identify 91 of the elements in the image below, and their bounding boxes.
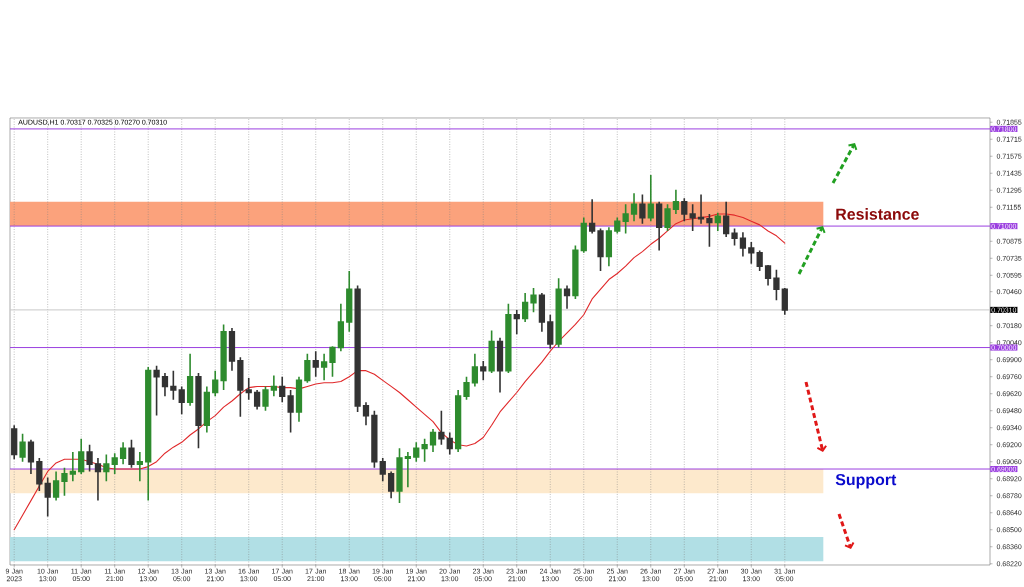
candlestick (170, 369, 177, 401)
candlestick (731, 227, 738, 247)
candlestick (589, 198, 596, 235)
candlestick (597, 227, 604, 272)
candlestick (538, 292, 546, 333)
candlestick (706, 213, 713, 248)
band-label: Resistance (836, 208, 919, 220)
candlestick (639, 193, 646, 225)
candlestick (220, 323, 227, 391)
candlestick (245, 377, 252, 401)
candlestick (530, 287, 537, 314)
candlestick (119, 441, 127, 465)
candlestick (52, 470, 60, 502)
candlestick (773, 269, 780, 301)
candlestick (337, 303, 345, 352)
candlestick (396, 447, 403, 504)
candlestick (605, 226, 613, 267)
candlestick (111, 452, 118, 475)
candlestick (346, 270, 353, 333)
candlestick (228, 327, 236, 372)
candlestick (103, 453, 110, 482)
candlestick (421, 437, 428, 463)
candlestick (186, 352, 194, 407)
candlestick (647, 174, 654, 223)
candlestick (128, 439, 135, 469)
candlestick (413, 441, 420, 463)
candlestick (689, 203, 696, 232)
candlestick (161, 372, 169, 397)
candlestick (78, 437, 85, 475)
candlestick (237, 356, 244, 418)
candlestick (446, 431, 453, 456)
candlestick (404, 451, 412, 489)
candlestick (681, 197, 688, 223)
candlestick (471, 352, 479, 388)
candlestick (723, 200, 730, 238)
candlestick (547, 313, 554, 350)
candlestick (664, 203, 671, 232)
candlestick (354, 284, 361, 413)
candlestick (387, 470, 395, 499)
candlestick (212, 369, 219, 397)
candlestick (312, 350, 319, 378)
candlestick (153, 364, 160, 417)
candlestick (69, 451, 76, 482)
candlestick (295, 375, 303, 423)
candlestick (195, 372, 202, 450)
candlestick (656, 200, 663, 252)
candlestick (521, 292, 529, 323)
candlestick (697, 193, 705, 225)
candlestick (622, 203, 629, 235)
candlestick (555, 277, 562, 349)
candlestick (371, 409, 378, 469)
candlestick (329, 345, 336, 378)
candlestick (748, 241, 755, 265)
candlestick (136, 451, 143, 482)
candlestick (11, 424, 18, 461)
candlestick (178, 385, 185, 416)
candlestick (429, 428, 437, 453)
candlestick (496, 337, 504, 394)
candlestick (781, 287, 788, 316)
candlestick (262, 385, 269, 412)
candlestick (203, 385, 210, 434)
candlestick (320, 352, 328, 382)
candlestick (379, 457, 386, 482)
candlestick (61, 467, 68, 497)
candlestick (505, 303, 512, 374)
candlestick (739, 231, 747, 258)
candlestick (304, 352, 311, 384)
candlestick (362, 401, 370, 427)
candlestick (714, 211, 721, 232)
candlestick (463, 375, 470, 401)
candlestick (44, 476, 51, 518)
candlestick (438, 409, 445, 446)
candlestick (27, 439, 35, 475)
candlestick (145, 366, 152, 502)
candlestick (480, 360, 487, 382)
candlestick (513, 309, 520, 335)
candlestick (19, 433, 26, 463)
candlestick (287, 389, 294, 434)
candlestick (279, 375, 286, 404)
candlestick (764, 264, 772, 287)
candlestick (563, 284, 571, 310)
candlestick (488, 329, 495, 374)
candlestick (253, 389, 261, 411)
candlestick (572, 244, 579, 300)
candlestick (94, 457, 102, 502)
candlestick (614, 216, 621, 235)
band-label: Support (835, 473, 897, 489)
candlestick (672, 188, 680, 215)
candlestick (270, 374, 277, 397)
candlestick (86, 443, 93, 473)
candlestick (630, 192, 638, 223)
